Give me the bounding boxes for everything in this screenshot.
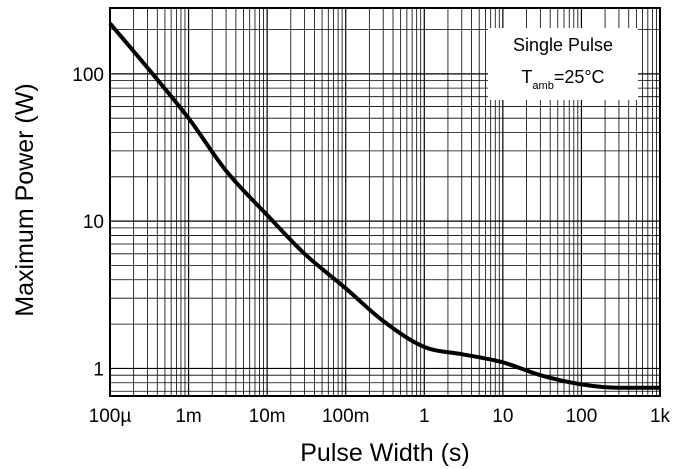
y-tick-label: 100	[72, 65, 104, 86]
y-tick-label: 1	[93, 359, 104, 380]
x-tick-label: 1k	[650, 406, 671, 427]
annotation-t: T	[521, 67, 532, 87]
y-tick-label: 10	[83, 212, 104, 233]
x-tick-label: 1	[419, 406, 430, 427]
annotation-background	[488, 28, 638, 100]
annotation-temperature: =25°C	[554, 67, 605, 87]
annotation-line1: Single Pulse	[513, 35, 613, 55]
annotation-line2: Tamb=25°C	[521, 67, 604, 92]
y-tick-labels: 1 10 100	[72, 65, 104, 381]
plot-frame	[109, 7, 661, 397]
series-line	[108, 22, 660, 390]
x-tick-label: 1m	[175, 406, 201, 427]
x-tick-label: 100µ	[89, 406, 132, 427]
annotation-subscript: amb	[532, 80, 553, 92]
x-tick-label: 100	[566, 406, 598, 427]
x-tick-label: 10m	[249, 406, 286, 427]
x-tick-label: 100m	[322, 406, 370, 427]
x-tick-label: 10	[492, 406, 513, 427]
annotation-box: Single Pulse Tamb=25°C	[488, 28, 638, 100]
x-axis-title: Pulse Width (s)	[300, 439, 469, 467]
x-tick-labels: 100µ 1m 10m 100m 1 10 100 1k	[89, 406, 671, 427]
y-axis-title: Maximum Power (W)	[11, 83, 39, 316]
